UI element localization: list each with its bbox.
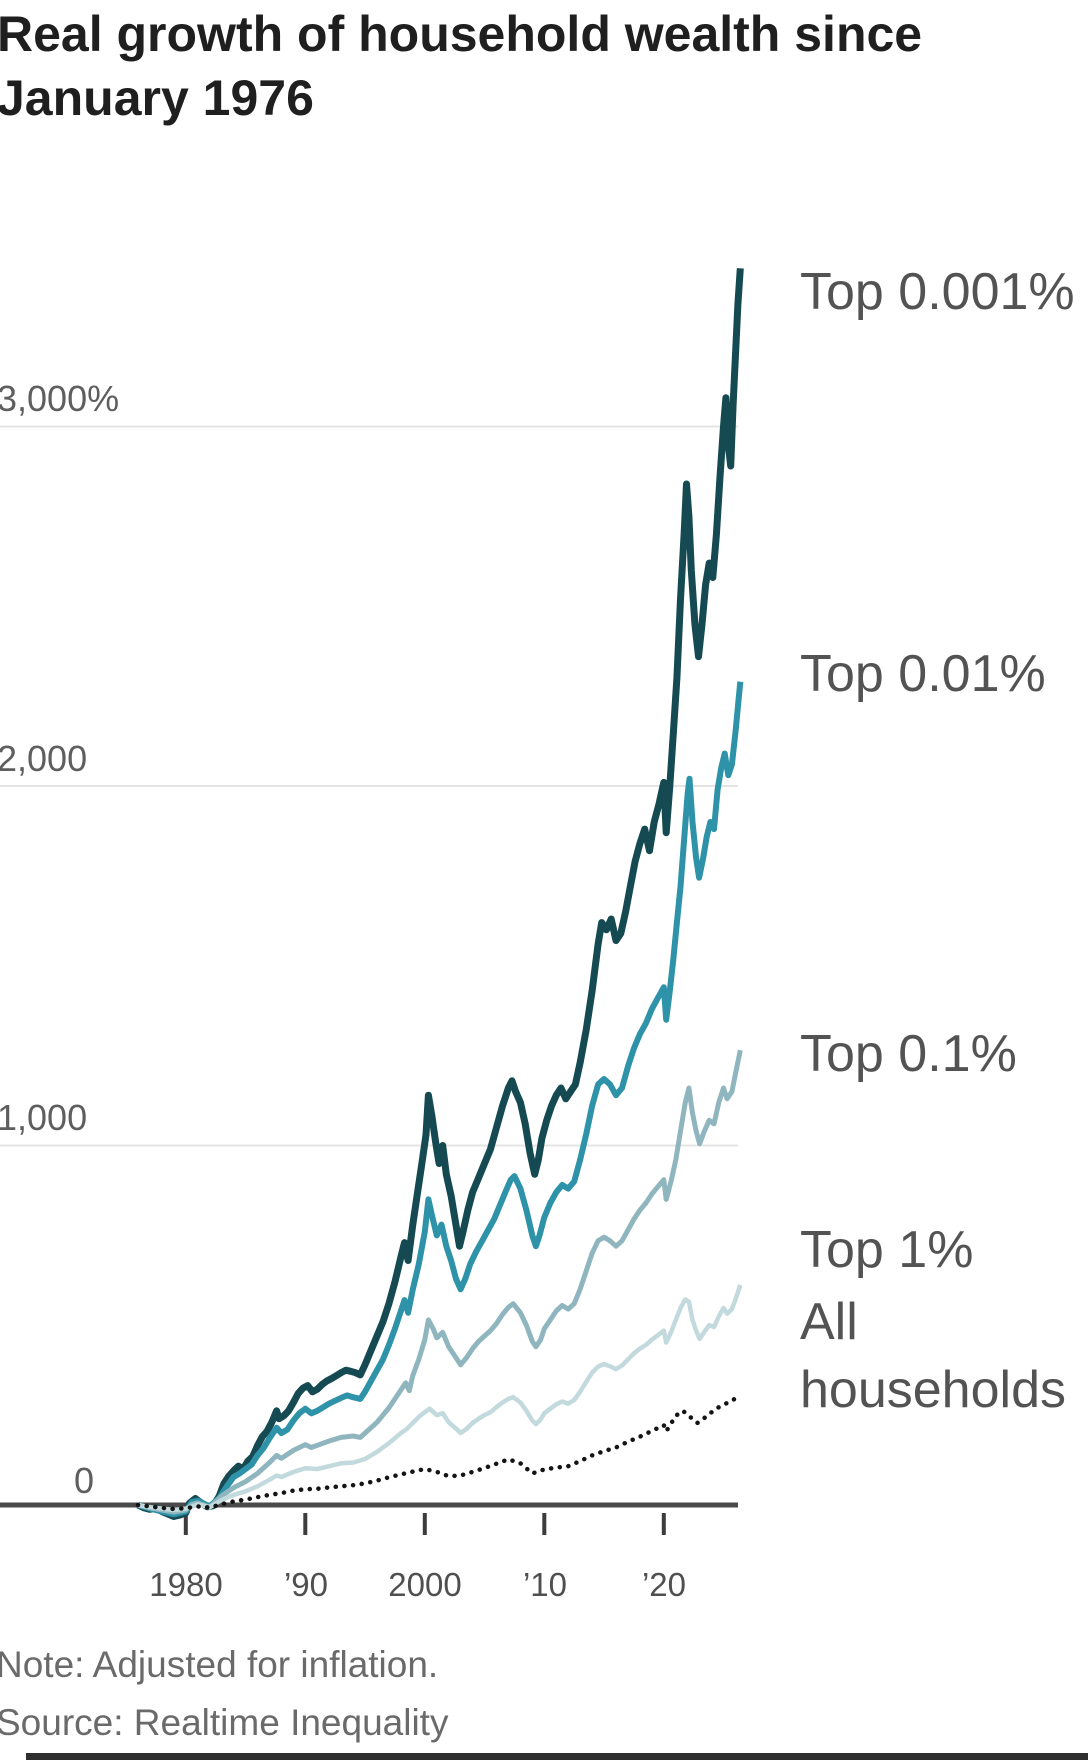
series-label-all-households: All households <box>800 1293 1066 1419</box>
series-line-4 <box>135 1392 743 1512</box>
bottom-rule <box>26 1753 1088 1760</box>
series-line-1 <box>137 681 744 1518</box>
note-text: Note: Adjusted for inflation. <box>0 1644 439 1685</box>
x-axis-tick-label-2020: ’20 <box>641 1566 687 1603</box>
x-axis-tick-label-1990: ’90 <box>283 1566 329 1603</box>
x-axis-tick-label-2010: ’10 <box>522 1566 568 1603</box>
y-axis-tick-label-1000: 1,000 <box>0 1097 88 1138</box>
series-label-top-01pct: Top 0.1% <box>800 1025 1017 1083</box>
y-axis-tick-label-2000: 2,000 <box>0 738 88 779</box>
x-axis-tick-label-2000: 2000 <box>388 1566 462 1603</box>
series-label-top-001pct: Top 0.01% <box>800 645 1046 703</box>
source-text: Source: Realtime Inequality <box>0 1702 449 1743</box>
chart-title: Real growth of household wealth since Ja… <box>0 6 923 126</box>
y-axis-tick-label-0: 0 <box>74 1460 95 1501</box>
series-label-top-0001pct: Top 0.001% <box>800 263 1075 321</box>
series-line-2 <box>137 1049 743 1515</box>
series-line-3 <box>137 1284 743 1513</box>
x-axis-tick-label-1980: 1980 <box>149 1566 223 1603</box>
series-label-top-1pct: Top 1% <box>800 1221 974 1279</box>
y-axis-tick-label-3000: 3,000% <box>0 378 120 419</box>
series-line-0 <box>136 268 744 1520</box>
